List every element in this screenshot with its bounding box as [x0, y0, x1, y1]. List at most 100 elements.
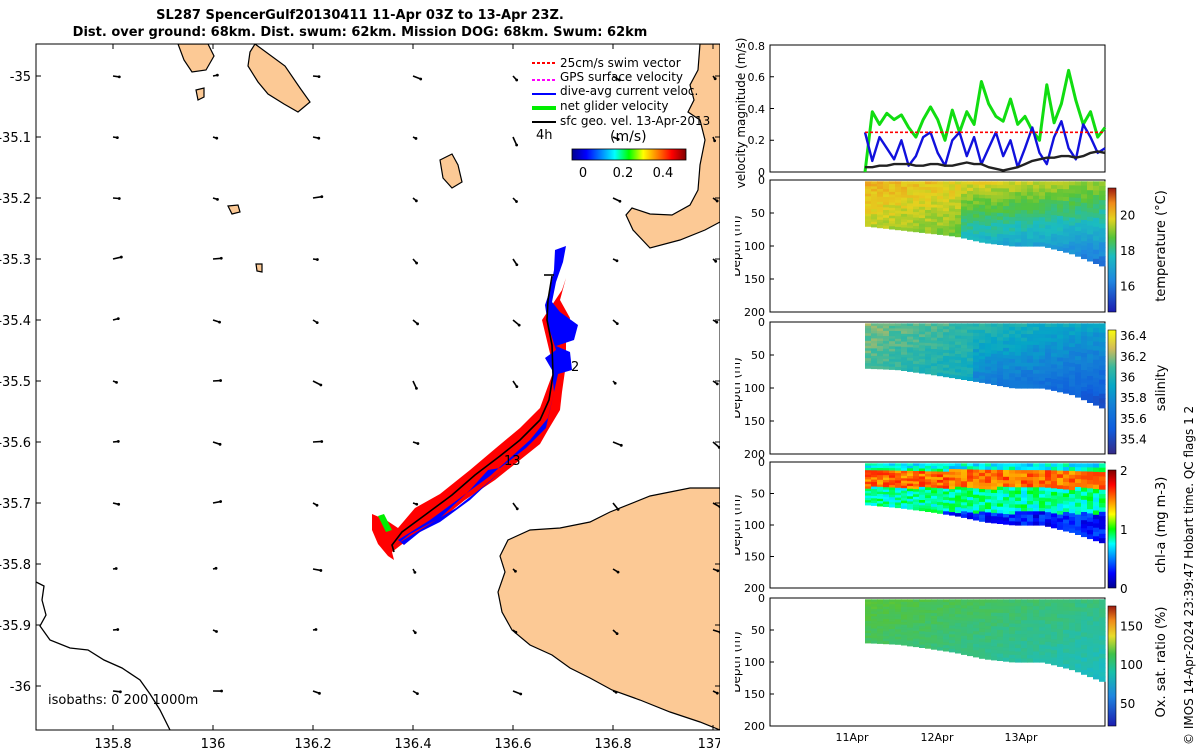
heatmap-cell — [967, 466, 974, 470]
heatmap-cell — [1087, 384, 1094, 390]
heatmap-cell — [865, 613, 872, 617]
heatmap-cell — [1093, 240, 1100, 246]
heatmap-cell — [883, 638, 890, 642]
heatmap-cell — [1039, 238, 1046, 243]
heatmap-cell — [1075, 619, 1082, 624]
heatmap-cell — [895, 341, 902, 345]
heatmap-cell — [871, 350, 878, 354]
depth-tick-label: 50 — [751, 624, 765, 637]
heatmap-cell — [1039, 362, 1046, 367]
heatmap-cell — [871, 475, 878, 478]
heatmap-cell — [943, 488, 950, 493]
heatmap-cell — [913, 200, 920, 205]
depth-tick-label: 50 — [751, 349, 765, 362]
heatmap-cell — [871, 491, 878, 495]
heatmap-cell — [895, 210, 902, 215]
heatmap-cell — [919, 345, 926, 349]
heatmap-cell — [955, 498, 962, 502]
heatmap-cell — [919, 639, 926, 643]
heatmap-cell — [943, 639, 950, 643]
heatmap-cell — [895, 346, 902, 350]
heatmap-cell — [985, 635, 992, 640]
heatmap-cell — [979, 505, 986, 509]
heatmap-cell — [895, 616, 902, 620]
heatmap-cell — [1045, 508, 1052, 513]
heatmap-cell — [955, 357, 962, 361]
heatmap-cell — [949, 187, 956, 191]
heatmap-cell — [991, 226, 998, 231]
heatmap-cell — [865, 343, 872, 347]
heatmap-cell — [883, 499, 890, 503]
heatmap-cell — [1003, 480, 1010, 485]
heatmap-cell — [907, 357, 914, 362]
heatmap-cell — [1039, 490, 1046, 495]
heatmap-cell — [1087, 323, 1094, 329]
heatmap-cell — [1075, 490, 1082, 496]
heatmap-cell — [925, 351, 932, 355]
heatmap-cell — [919, 342, 926, 346]
heatmap-cell — [943, 508, 950, 512]
heatmap-cell — [1063, 515, 1070, 521]
heatmap-cell — [907, 599, 914, 603]
heatmap-cell — [949, 492, 956, 496]
heatmap-cell — [1015, 623, 1022, 628]
heatmap-cell — [961, 599, 968, 603]
heatmap-cell — [1063, 474, 1070, 479]
heatmap-cell — [931, 195, 938, 200]
heatmap-cell — [1087, 616, 1094, 622]
heatmap-cell — [931, 504, 938, 508]
heatmap-cell — [967, 377, 974, 381]
heatmap-cell — [985, 363, 992, 368]
heatmap-cell — [1063, 323, 1070, 328]
heatmap-cell — [1009, 623, 1016, 628]
heatmap-cell — [967, 223, 974, 227]
heatmap-cell — [937, 372, 944, 377]
heatmap-cell — [985, 482, 992, 487]
heatmap-cell — [1099, 663, 1106, 669]
heatmap-cell — [937, 621, 944, 626]
heatmap-cell — [1039, 473, 1046, 478]
heatmap-cell — [1021, 362, 1028, 367]
heatmap-cell — [871, 479, 878, 483]
heatmap-cell — [967, 358, 974, 362]
heatmap-cell — [1003, 613, 1010, 617]
heatmap-cell — [1027, 323, 1034, 328]
heatmap-cell — [925, 498, 932, 502]
heatmap-cell — [1009, 199, 1016, 204]
heatmap-cell — [877, 325, 884, 329]
heatmap-cell — [985, 632, 992, 637]
heatmap-cell — [889, 477, 896, 481]
heatmap-cell — [907, 604, 914, 608]
heatmap-cell — [913, 228, 920, 233]
heatmap-cell — [1051, 466, 1058, 471]
heatmap-cell — [955, 623, 962, 627]
heatmap-cell — [1009, 362, 1016, 367]
heatmap-cell — [1003, 606, 1010, 611]
heatmap-cell — [865, 599, 872, 603]
heatmap-cell — [973, 368, 980, 373]
heatmap-cell — [895, 218, 902, 223]
heatmap-cell — [1087, 247, 1094, 253]
heatmap-cell — [1051, 617, 1058, 622]
heatmap-cell — [967, 599, 974, 603]
colorbar-tick-label: 2 — [1120, 464, 1128, 478]
heatmap-cell — [937, 199, 944, 203]
heatmap-cell — [997, 216, 1004, 221]
heatmap-cell — [1033, 599, 1040, 604]
heatmap-cell — [973, 621, 980, 626]
heatmap-cell — [1057, 647, 1064, 652]
heatmap-cell — [967, 490, 974, 495]
heatmap-cell — [919, 198, 926, 202]
imos-credit: © IMOS 14-Apr-2024 23:39:47 Hobart time.… — [1182, 405, 1196, 745]
heatmap-cell — [1003, 609, 1010, 614]
heatmap-cell — [931, 323, 938, 327]
heatmap-cell — [931, 610, 938, 614]
track-label-2: 2 — [571, 360, 579, 375]
heatmap-cell — [985, 489, 992, 494]
heatmap-cell — [1033, 501, 1040, 505]
heatmap-cell — [895, 189, 902, 193]
heatmap-cell — [925, 181, 932, 185]
heatmap-cell — [1027, 473, 1034, 478]
heatmap-cell — [1081, 645, 1088, 650]
heatmap-cell — [1003, 623, 1010, 628]
